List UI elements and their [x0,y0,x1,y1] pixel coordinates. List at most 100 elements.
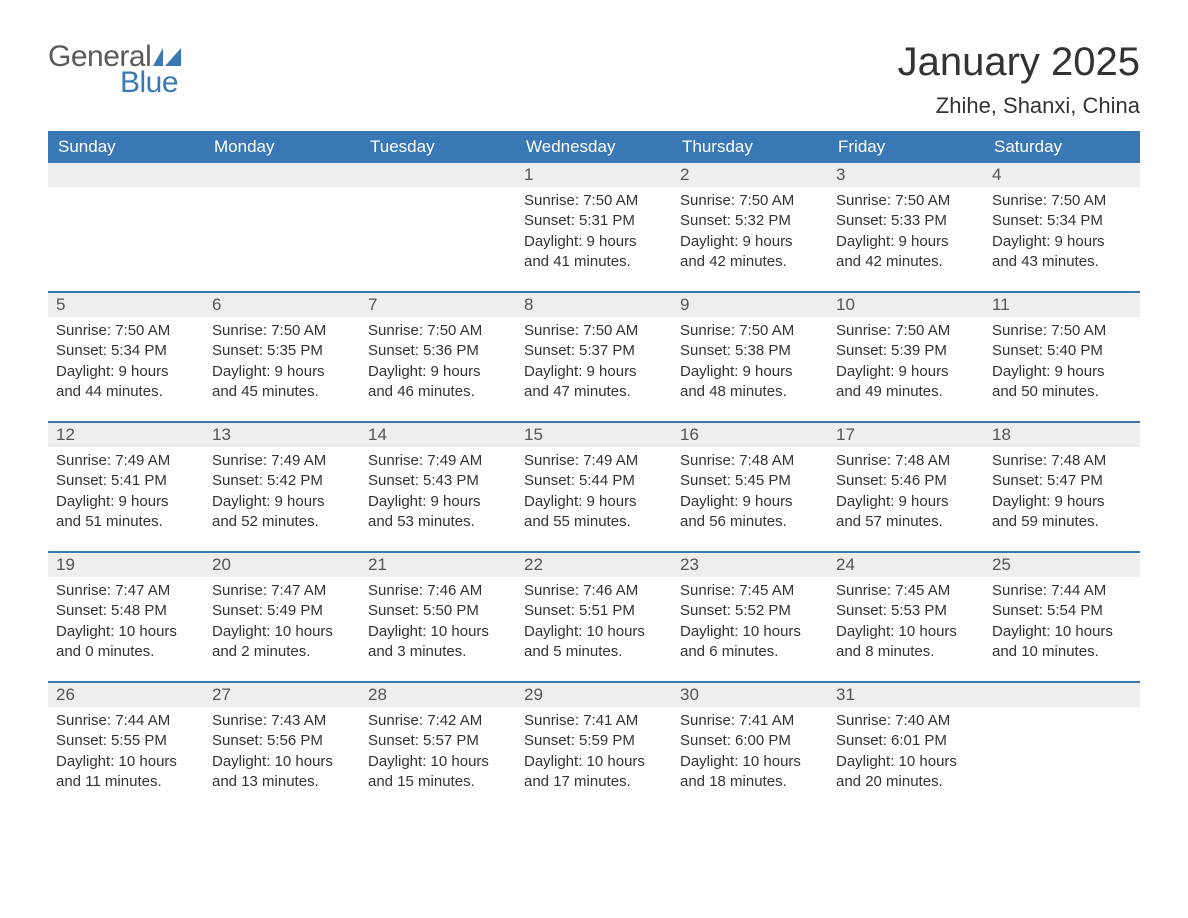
daylight2-text: and 15 minutes. [368,772,508,792]
day-cell: 12Sunrise: 7:49 AMSunset: 5:41 PMDayligh… [48,423,204,551]
day-details: Sunrise: 7:48 AMSunset: 5:46 PMDaylight:… [828,447,984,540]
page-title: January 2025 [898,40,1140,85]
daylight2-text: and 11 minutes. [56,772,196,792]
day-number: 9 [672,293,828,317]
sunset-text: Sunset: 5:57 PM [368,731,508,751]
sunrise-text: Sunrise: 7:42 AM [368,711,508,731]
sunset-text: Sunset: 5:45 PM [680,471,820,491]
day-details: Sunrise: 7:44 AMSunset: 5:54 PMDaylight:… [984,577,1140,670]
daylight2-text: and 3 minutes. [368,642,508,662]
daylight2-text: and 45 minutes. [212,382,352,402]
daylight1-text: Daylight: 9 hours [836,492,976,512]
day-number: 3 [828,163,984,187]
daylight1-text: Daylight: 10 hours [212,622,352,642]
daylight1-text: Daylight: 10 hours [680,622,820,642]
day-details: Sunrise: 7:49 AMSunset: 5:43 PMDaylight:… [360,447,516,540]
day-header: Wednesday [516,131,672,163]
sunset-text: Sunset: 5:32 PM [680,211,820,231]
day-number: 11 [984,293,1140,317]
sunset-text: Sunset: 5:37 PM [524,341,664,361]
day-cell: 10Sunrise: 7:50 AMSunset: 5:39 PMDayligh… [828,293,984,421]
daylight1-text: Daylight: 9 hours [56,492,196,512]
day-details: Sunrise: 7:50 AMSunset: 5:40 PMDaylight:… [984,317,1140,410]
sunset-text: Sunset: 5:38 PM [680,341,820,361]
day-details: Sunrise: 7:45 AMSunset: 5:52 PMDaylight:… [672,577,828,670]
sunrise-text: Sunrise: 7:45 AM [836,581,976,601]
daylight1-text: Daylight: 9 hours [56,362,196,382]
day-cell: 17Sunrise: 7:48 AMSunset: 5:46 PMDayligh… [828,423,984,551]
sunset-text: Sunset: 5:43 PM [368,471,508,491]
day-number [204,163,360,187]
sunset-text: Sunset: 5:35 PM [212,341,352,361]
daylight1-text: Daylight: 10 hours [56,622,196,642]
daylight2-text: and 0 minutes. [56,642,196,662]
day-number: 15 [516,423,672,447]
sunrise-text: Sunrise: 7:49 AM [212,451,352,471]
day-number: 10 [828,293,984,317]
day-details: Sunrise: 7:46 AMSunset: 5:51 PMDaylight:… [516,577,672,670]
day-cell: 8Sunrise: 7:50 AMSunset: 5:37 PMDaylight… [516,293,672,421]
sunset-text: Sunset: 5:46 PM [836,471,976,491]
sunrise-text: Sunrise: 7:45 AM [680,581,820,601]
sunset-text: Sunset: 5:42 PM [212,471,352,491]
day-number: 12 [48,423,204,447]
day-details: Sunrise: 7:41 AMSunset: 5:59 PMDaylight:… [516,707,672,800]
day-cell: 2Sunrise: 7:50 AMSunset: 5:32 PMDaylight… [672,163,828,291]
sunset-text: Sunset: 5:44 PM [524,471,664,491]
day-number: 19 [48,553,204,577]
daylight1-text: Daylight: 9 hours [524,492,664,512]
sunrise-text: Sunrise: 7:49 AM [56,451,196,471]
day-cell: 26Sunrise: 7:44 AMSunset: 5:55 PMDayligh… [48,683,204,811]
day-cell [984,683,1140,811]
day-details: Sunrise: 7:40 AMSunset: 6:01 PMDaylight:… [828,707,984,800]
week-row: 12Sunrise: 7:49 AMSunset: 5:41 PMDayligh… [48,421,1140,551]
daylight2-text: and 42 minutes. [680,252,820,272]
daylight2-text: and 52 minutes. [212,512,352,532]
sunrise-text: Sunrise: 7:41 AM [524,711,664,731]
day-details: Sunrise: 7:45 AMSunset: 5:53 PMDaylight:… [828,577,984,670]
daylight1-text: Daylight: 10 hours [56,752,196,772]
daylight2-text: and 17 minutes. [524,772,664,792]
sunset-text: Sunset: 5:50 PM [368,601,508,621]
day-cell [360,163,516,291]
daylight1-text: Daylight: 9 hours [992,492,1132,512]
day-header: Tuesday [360,131,516,163]
daylight2-text: and 5 minutes. [524,642,664,662]
day-number: 1 [516,163,672,187]
daylight2-text: and 59 minutes. [992,512,1132,532]
day-cell: 11Sunrise: 7:50 AMSunset: 5:40 PMDayligh… [984,293,1140,421]
day-details: Sunrise: 7:44 AMSunset: 5:55 PMDaylight:… [48,707,204,800]
sunrise-text: Sunrise: 7:46 AM [524,581,664,601]
sunrise-text: Sunrise: 7:50 AM [836,321,976,341]
day-header: Saturday [984,131,1140,163]
sunrise-text: Sunrise: 7:50 AM [836,191,976,211]
sunrise-text: Sunrise: 7:46 AM [368,581,508,601]
day-cell: 18Sunrise: 7:48 AMSunset: 5:47 PMDayligh… [984,423,1140,551]
day-details: Sunrise: 7:49 AMSunset: 5:42 PMDaylight:… [204,447,360,540]
day-cell: 22Sunrise: 7:46 AMSunset: 5:51 PMDayligh… [516,553,672,681]
sunset-text: Sunset: 5:59 PM [524,731,664,751]
calendar: Sunday Monday Tuesday Wednesday Thursday… [48,131,1140,811]
sunrise-text: Sunrise: 7:48 AM [992,451,1132,471]
daylight1-text: Daylight: 10 hours [212,752,352,772]
week-row: 19Sunrise: 7:47 AMSunset: 5:48 PMDayligh… [48,551,1140,681]
sunrise-text: Sunrise: 7:43 AM [212,711,352,731]
sunrise-text: Sunrise: 7:50 AM [212,321,352,341]
day-number: 4 [984,163,1140,187]
sunset-text: Sunset: 5:52 PM [680,601,820,621]
day-number: 21 [360,553,516,577]
daylight2-text: and 56 minutes. [680,512,820,532]
daylight1-text: Daylight: 9 hours [212,492,352,512]
day-number: 17 [828,423,984,447]
day-details: Sunrise: 7:41 AMSunset: 6:00 PMDaylight:… [672,707,828,800]
daylight1-text: Daylight: 9 hours [992,232,1132,252]
day-details: Sunrise: 7:47 AMSunset: 5:49 PMDaylight:… [204,577,360,670]
daylight2-text: and 8 minutes. [836,642,976,662]
day-cell: 16Sunrise: 7:48 AMSunset: 5:45 PMDayligh… [672,423,828,551]
day-number: 30 [672,683,828,707]
sunrise-text: Sunrise: 7:50 AM [992,191,1132,211]
day-details: Sunrise: 7:50 AMSunset: 5:36 PMDaylight:… [360,317,516,410]
sunrise-text: Sunrise: 7:47 AM [56,581,196,601]
sunrise-text: Sunrise: 7:48 AM [836,451,976,471]
location-text: Zhihe, Shanxi, China [898,93,1140,119]
